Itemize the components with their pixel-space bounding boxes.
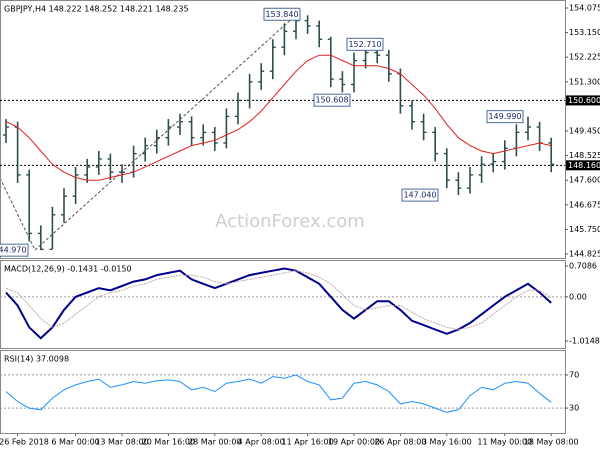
annotation-label: 153.840 xyxy=(265,10,298,19)
y-tick-label: 0.7086 xyxy=(569,261,597,270)
x-tick-label: 6 Mar 00:00 xyxy=(51,438,99,447)
annotation-label: 147.040 xyxy=(403,191,436,200)
annotation-label: 144.970 xyxy=(0,246,27,255)
annotation-box xyxy=(486,110,524,124)
y-tick-label: 145.750 xyxy=(569,225,600,234)
panel-title: RSI(14) 37.0098 xyxy=(4,355,69,364)
panel-frame xyxy=(0,260,566,349)
annotation-label: 152.710 xyxy=(348,40,381,49)
y-tick-label: 70 xyxy=(569,370,579,379)
y-tick-label: 148.525 xyxy=(569,151,600,160)
x-tick-label: 28 Mar 00:00 xyxy=(188,438,241,447)
x-tick-label: 11 May 00:00 xyxy=(477,438,532,447)
price-label: 148.160 xyxy=(568,161,600,170)
x-tick-label: 26 Apr 08:00 xyxy=(374,438,426,447)
price-label: 150.600 xyxy=(568,96,600,105)
y-tick-label: 0.00 xyxy=(569,292,587,301)
x-tick-label: 18 May 08:00 xyxy=(524,438,579,447)
panel-title: GBPJPY,H4 148.222 148.252 148.221 148.23… xyxy=(4,5,189,14)
price-label-box xyxy=(566,95,600,106)
y-tick-label: 152.225 xyxy=(569,53,600,62)
y-tick-label: 147.600 xyxy=(569,176,600,185)
panel-title: MACD(12,26,9) -0.1431 -0.0150 xyxy=(4,265,132,274)
series-line xyxy=(5,54,552,181)
annotation-label: 150.608 xyxy=(315,96,348,105)
y-tick-label: 151.300 xyxy=(569,77,600,86)
y-tick-label: 153.150 xyxy=(569,28,600,37)
x-tick-label: 4 Apr 08:00 xyxy=(238,438,285,447)
x-tick-label: 26 Feb 2018 xyxy=(0,438,49,447)
annotation-box xyxy=(401,188,439,202)
y-tick-label: -1.0148 xyxy=(569,337,600,346)
price-label-box xyxy=(566,160,600,171)
annotation-box xyxy=(346,37,384,51)
trend-line xyxy=(34,14,297,251)
y-tick-label: 144.825 xyxy=(569,250,600,259)
annotation-label: 149.990 xyxy=(488,112,521,121)
x-tick-label: 13 Mar 08:00 xyxy=(95,438,148,447)
panel-frame xyxy=(0,350,566,434)
x-tick-label: 20 Mar 16:00 xyxy=(142,438,195,447)
y-tick-label: 154.075 xyxy=(569,4,600,13)
watermark: ActionForex.com xyxy=(215,211,365,232)
annotation-box xyxy=(313,93,351,107)
y-tick-label: 146.675 xyxy=(569,200,600,209)
series-line xyxy=(5,270,552,331)
x-tick-label: 3 May 16:00 xyxy=(422,438,472,447)
annotation-box xyxy=(0,243,29,257)
panel-frame xyxy=(0,0,566,259)
annotation-box xyxy=(263,7,301,21)
series-line xyxy=(5,374,552,413)
y-tick-label: 30 xyxy=(569,404,579,413)
series-line xyxy=(5,267,552,340)
x-tick-label: 19 Apr 00:00 xyxy=(328,438,380,447)
y-tick-label: 149.450 xyxy=(569,127,600,136)
x-tick-label: 11 Apr 16:00 xyxy=(282,438,334,447)
